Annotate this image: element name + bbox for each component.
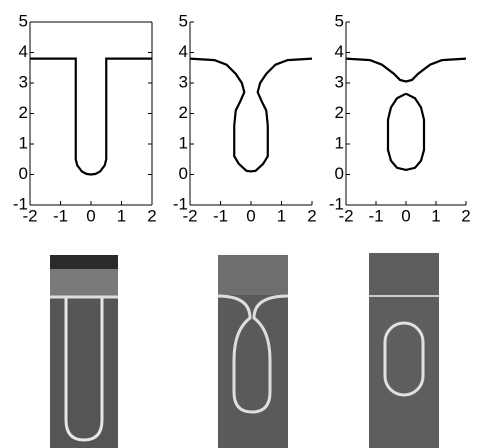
y-tick-label: 1 [335, 133, 344, 152]
x-tick-label: -2 [182, 206, 197, 225]
y-tick-label: 1 [179, 133, 188, 152]
y-tick-label: 0 [335, 164, 344, 183]
x-tick-label: -2 [22, 206, 37, 225]
x-tick-label: -1 [53, 206, 68, 225]
line [190, 59, 312, 172]
x-tick-label: 2 [147, 206, 156, 225]
y-tick-label: 2 [179, 103, 188, 122]
sem-top [218, 255, 288, 295]
x-tick-label: 0 [246, 206, 255, 225]
x-tick-label: 1 [117, 206, 126, 225]
x-tick-label: 1 [277, 206, 286, 225]
x-tick-label: 0 [401, 206, 410, 225]
sem-image [369, 253, 439, 448]
y-tick-label: 0 [19, 164, 28, 183]
x-tick-label: -2 [338, 206, 353, 225]
x-tick-label: 0 [86, 206, 95, 225]
y-tick-label: 4 [335, 42, 344, 61]
y-tick-label: 5 [19, 11, 28, 30]
y-tick-label: 5 [335, 11, 344, 30]
y-tick-label: 4 [179, 42, 188, 61]
sem-images [50, 253, 439, 448]
y-tick-label: 4 [19, 42, 28, 61]
y-tick-label: 2 [19, 103, 28, 122]
y-tick-label: 1 [19, 133, 28, 152]
x-tick-label: -1 [213, 206, 228, 225]
x-tick-label: 2 [461, 206, 470, 225]
x-tick-label: 2 [307, 206, 316, 225]
y-tick-label: 3 [19, 72, 28, 91]
figure: -1012345-2-1012-1012345-2-1012-1012345-2… [0, 0, 477, 448]
y-tick-label: 3 [335, 72, 344, 91]
y-tick-label: 0 [179, 164, 188, 183]
sem-cap [50, 255, 118, 269]
line [30, 59, 152, 175]
y-tick-label: 3 [179, 72, 188, 91]
line [346, 59, 466, 82]
line [388, 94, 424, 170]
x-tick-label: 1 [431, 206, 440, 225]
x-tick-label: -1 [368, 206, 383, 225]
y-tick-label: 5 [179, 11, 188, 30]
y-tick-label: 2 [335, 103, 344, 122]
